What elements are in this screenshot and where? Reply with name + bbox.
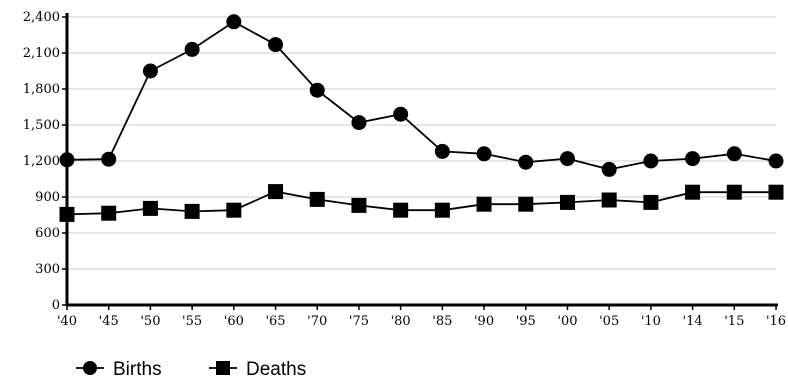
series-line-births <box>66 20 777 171</box>
legend-marker-deaths <box>216 361 230 375</box>
data-point-deaths <box>726 184 742 200</box>
x-tick-label: '75 <box>349 314 369 329</box>
legend-marker-births <box>83 361 97 375</box>
data-point-births <box>518 154 534 170</box>
y-tick-label: 2,400 <box>23 10 60 25</box>
x-tick-label: '00 <box>557 314 577 329</box>
data-point-births <box>142 63 158 79</box>
data-point-births <box>351 115 367 131</box>
data-point-deaths <box>226 202 242 218</box>
x-tick-label: '16 <box>766 314 786 329</box>
x-tick-label: '05 <box>599 314 619 329</box>
data-point-births <box>768 153 784 169</box>
data-point-births <box>101 151 117 167</box>
data-point-deaths <box>351 197 367 213</box>
series-births <box>59 14 784 177</box>
data-point-deaths <box>559 194 575 210</box>
data-point-deaths <box>309 191 325 207</box>
x-tick-label: '40 <box>57 314 77 329</box>
legend-item-deaths: Deaths <box>209 359 306 380</box>
data-point-deaths <box>518 196 534 212</box>
data-point-births <box>434 143 450 159</box>
x-tick-label: '60 <box>224 314 244 329</box>
data-point-deaths <box>643 194 659 210</box>
legend-item-births: Births <box>76 359 162 380</box>
data-point-births <box>643 153 659 169</box>
y-tick-label: 1,800 <box>23 82 60 97</box>
data-point-deaths <box>393 202 409 218</box>
series-deaths <box>59 184 784 222</box>
x-tick-label: '50 <box>140 314 160 329</box>
data-point-births <box>726 146 742 162</box>
data-point-births <box>268 37 284 53</box>
x-tick-label: '65 <box>265 314 285 329</box>
data-point-deaths <box>434 202 450 218</box>
data-point-births <box>59 152 75 168</box>
x-tick-label: '95 <box>516 314 536 329</box>
data-point-deaths <box>601 192 617 208</box>
y-tick-label: 900 <box>35 190 60 205</box>
x-tick-label: '70 <box>307 314 327 329</box>
data-point-births <box>559 151 575 167</box>
y-tick-label: 0 <box>52 298 60 313</box>
grid-lines <box>67 16 776 270</box>
x-tick-label: '15 <box>724 314 744 329</box>
x-tick-label: '90 <box>474 314 494 329</box>
x-tick-label: '85 <box>432 314 452 329</box>
x-tick-label: '45 <box>99 314 119 329</box>
data-point-deaths <box>268 184 284 200</box>
legend-label-deaths: Deaths <box>246 359 306 380</box>
data-point-births <box>476 146 492 162</box>
data-point-births <box>309 82 325 98</box>
x-tick-label: '80 <box>391 314 411 329</box>
x-tick-label: '10 <box>641 314 661 329</box>
data-point-deaths <box>685 184 701 200</box>
y-tick-label: 1,500 <box>23 118 60 133</box>
data-point-deaths <box>476 196 492 212</box>
data-point-births <box>393 106 409 122</box>
data-point-deaths <box>142 200 158 216</box>
legend: Births Deaths <box>76 359 306 380</box>
data-point-deaths <box>101 205 117 221</box>
legend-label-births: Births <box>113 359 162 380</box>
data-point-births <box>685 151 701 167</box>
y-tick-label: 600 <box>35 226 60 241</box>
y-tick-label: 2,100 <box>23 46 60 61</box>
data-point-deaths <box>768 184 784 200</box>
data-point-births <box>601 161 617 177</box>
series-line-deaths <box>66 190 776 216</box>
series-group <box>59 14 784 222</box>
y-axis-ticks: 0 300 600 900 1,200 1,500 1,800 2,100 2,400 <box>23 10 67 313</box>
data-point-births <box>184 41 200 57</box>
y-tick-label: 300 <box>35 262 60 277</box>
y-tick-label: 1,200 <box>23 154 60 169</box>
x-tick-label: '14 <box>683 314 703 329</box>
data-point-deaths <box>59 206 75 222</box>
data-point-deaths <box>184 203 200 219</box>
x-axis-ticks: '40 '45 '50 '55 '60 '65 '70 '75 '80 '85 '90 '95 '00 '… <box>57 305 786 329</box>
x-tick-label: '55 <box>182 314 202 329</box>
data-point-births <box>226 14 242 30</box>
